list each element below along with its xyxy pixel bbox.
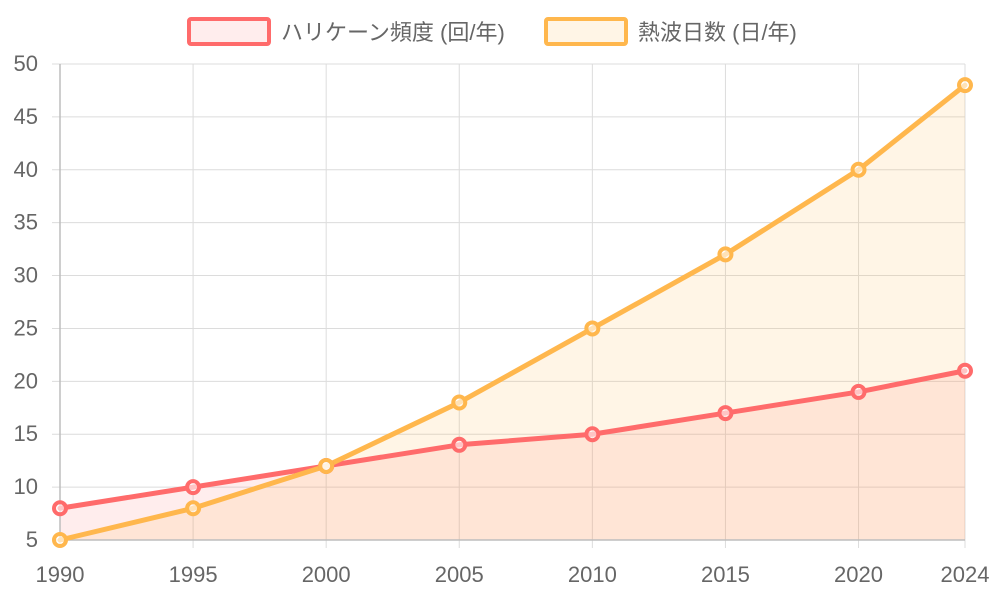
- data-point-series-0[interactable]: [850, 383, 867, 400]
- data-point-series-1[interactable]: [584, 320, 601, 337]
- x-tick-label: 2010: [568, 562, 617, 587]
- data-point-series-1[interactable]: [52, 532, 68, 548]
- legend-item-hurricane[interactable]: ハリケーン頻度 (回/年): [187, 17, 505, 46]
- x-tick-label: 2024: [941, 562, 990, 587]
- data-point-series-1[interactable]: [850, 161, 867, 178]
- legend-label-hurricane: ハリケーン頻度 (回/年): [281, 20, 505, 45]
- x-tick-label: 2020: [834, 562, 883, 587]
- x-tick-label: 2015: [701, 562, 750, 587]
- series-line-0: [57, 368, 968, 511]
- legend-swatch-hurricane: [187, 17, 271, 46]
- series-points: [52, 77, 973, 548]
- x-tick-label: 1995: [169, 562, 218, 587]
- x-axis-ticks: 1990 1995 2000 2005 2010 2015 2020 2024: [36, 562, 990, 587]
- y-tick-label: 20: [14, 368, 38, 393]
- data-point-series-1[interactable]: [957, 77, 973, 94]
- data-point-series-0[interactable]: [584, 426, 601, 443]
- series-areas: [60, 85, 965, 541]
- y-tick-label: 35: [14, 210, 38, 235]
- series-line-1: [57, 82, 968, 543]
- legend: ハリケーン頻度 (回/年) 熱波日数 (日/年): [187, 17, 797, 46]
- legend-swatch-heatwave: [544, 17, 628, 46]
- data-point-series-0[interactable]: [451, 436, 468, 453]
- data-point-series-0[interactable]: [52, 500, 68, 517]
- data-point-series-1[interactable]: [717, 246, 734, 263]
- y-tick-label: 40: [14, 157, 38, 182]
- y-tick-label: 25: [14, 315, 38, 340]
- y-tick-label: 30: [14, 263, 38, 288]
- x-tick-label: 2005: [435, 562, 484, 587]
- y-tick-label: 15: [14, 421, 38, 446]
- x-tick-label: 2000: [302, 562, 351, 587]
- data-point-series-0[interactable]: [957, 362, 973, 379]
- legend-item-heatwave[interactable]: 熱波日数 (日/年): [544, 17, 797, 46]
- series-lines: [57, 82, 968, 543]
- data-point-series-1[interactable]: [185, 500, 202, 517]
- series-area-1: [60, 85, 965, 541]
- y-tick-label: 50: [14, 51, 38, 76]
- data-point-series-1[interactable]: [451, 394, 468, 411]
- y-tick-label: 5: [26, 527, 38, 552]
- axes: [59, 64, 965, 541]
- y-axis-ticks: 5 10 15 20 25 30 35 40 45 50: [14, 51, 38, 552]
- data-point-series-0[interactable]: [185, 479, 202, 496]
- x-tick-label: 1990: [36, 562, 85, 587]
- data-point-series-1[interactable]: [318, 457, 335, 474]
- legend-label-heatwave: 熱波日数 (日/年): [638, 20, 797, 45]
- y-tick-label: 45: [14, 104, 38, 129]
- y-tick-label: 10: [14, 474, 38, 499]
- data-point-series-0[interactable]: [717, 405, 734, 422]
